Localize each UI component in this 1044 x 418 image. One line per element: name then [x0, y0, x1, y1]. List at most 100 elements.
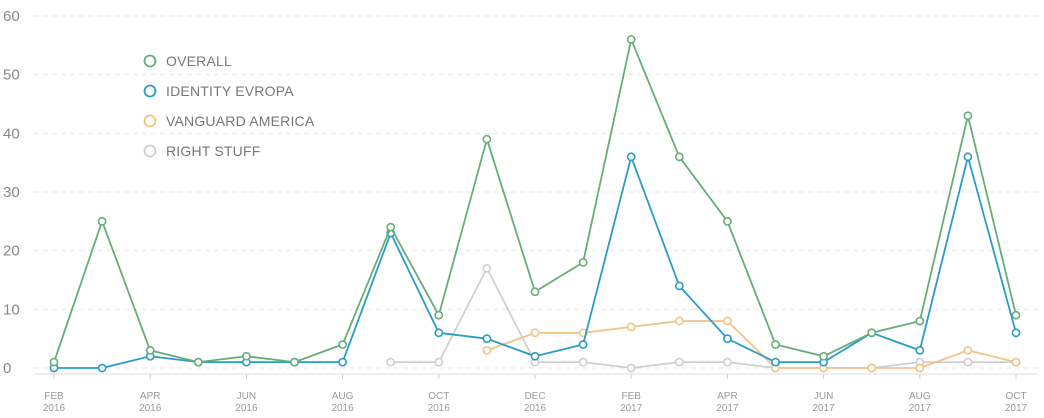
data-point [626, 35, 636, 44]
x-tick-year: 2016 [43, 403, 66, 414]
legend-label: IDENTITY EVROPA [166, 83, 294, 99]
legend-item: IDENTITY EVROPA [143, 83, 294, 99]
data-point [915, 316, 925, 326]
x-tick-month: AUG [909, 391, 931, 402]
series-lines [49, 35, 1021, 373]
data-point [193, 357, 203, 367]
series-identity-evropa [49, 152, 1021, 373]
x-tick-year: 2016 [235, 403, 258, 414]
data-point [1011, 357, 1021, 367]
data-point [386, 222, 396, 232]
x-tick-month: OCT [428, 391, 449, 402]
y-axis-ticks: 0 10 20 30 40 50 60 [3, 8, 20, 377]
data-point [97, 216, 107, 226]
data-point [674, 281, 684, 291]
x-tick-year: 2017 [1005, 403, 1028, 414]
x-tick-month: DEC [524, 391, 545, 402]
data-point [434, 328, 444, 338]
legend-label: VANGUARD AMERICA [166, 113, 315, 129]
data-point [867, 328, 877, 338]
data-point [674, 316, 684, 326]
data-point [819, 351, 828, 361]
legend: OVERALL IDENTITY EVROPA VANGUARD AMERICA RI… [143, 53, 315, 159]
series-line [390, 267, 1016, 369]
x-tick-year: 2017 [909, 403, 932, 414]
data-point [97, 363, 107, 373]
x-tick-year: 2016 [139, 403, 162, 414]
data-point [626, 152, 636, 162]
x-tick-year: 2017 [620, 403, 643, 414]
x-tick-month: JUN [814, 391, 833, 402]
y-tick-label: 60 [3, 8, 20, 25]
data-point [723, 316, 732, 326]
legend-marker [143, 54, 157, 68]
legend-label: OVERALL [166, 53, 232, 69]
y-tick-label: 0 [3, 360, 11, 377]
gridlines [34, 15, 1038, 375]
data-point [482, 334, 492, 344]
data-point [49, 357, 59, 367]
data-point [482, 134, 492, 144]
x-tick-month: AUG [332, 391, 354, 402]
data-point [915, 363, 925, 373]
data-point [530, 328, 540, 338]
x-axis-ticks: FEB2016APR2016JUN2016AUG2016OCT2016DEC20… [43, 374, 1028, 414]
legend-marker [143, 144, 157, 158]
x-tick-month: FEB [44, 391, 64, 402]
data-point [963, 111, 973, 121]
legend-marker [143, 114, 157, 128]
x-tick-year: 2017 [716, 403, 739, 414]
x-tick-month: FEB [621, 391, 641, 402]
data-point [145, 345, 155, 355]
data-point [578, 257, 588, 267]
data-point [338, 340, 347, 349]
y-tick-label: 30 [3, 184, 20, 201]
data-point [626, 322, 636, 332]
series-vanguard-america [482, 316, 1021, 373]
data-point [434, 357, 444, 367]
data-point [867, 363, 877, 373]
data-point [338, 357, 347, 367]
data-point [626, 363, 636, 373]
y-tick-label: 20 [3, 243, 20, 260]
y-tick-label: 10 [3, 301, 20, 318]
data-point [290, 357, 299, 367]
data-point [963, 152, 973, 162]
data-point [723, 216, 732, 226]
data-point [434, 310, 444, 320]
data-point [578, 357, 588, 367]
data-point [386, 357, 396, 367]
data-point [771, 357, 780, 367]
x-tick-month: OCT [1005, 391, 1026, 402]
data-point [482, 345, 492, 355]
x-tick-year: 2016 [331, 403, 354, 414]
data-point [963, 345, 973, 355]
series-line [486, 320, 1017, 369]
data-point [482, 263, 492, 273]
x-tick-month: APR [717, 391, 738, 402]
data-point [723, 334, 732, 344]
legend-item: OVERALL [143, 53, 232, 69]
data-point [530, 351, 540, 361]
data-point [1011, 310, 1021, 320]
legend-marker [143, 84, 157, 98]
series-right-stuff [386, 263, 1021, 373]
data-point [963, 357, 973, 367]
y-tick-label: 50 [3, 67, 20, 84]
data-point [723, 357, 732, 367]
x-tick-year: 2016 [524, 403, 547, 414]
data-point [578, 340, 588, 349]
x-tick-month: JUN [237, 391, 256, 402]
data-point [674, 357, 684, 367]
data-point [241, 351, 251, 361]
x-tick-year: 2016 [428, 403, 451, 414]
data-point [771, 340, 780, 349]
x-tick-month: APR [140, 391, 161, 402]
data-point [674, 152, 684, 162]
legend-item: RIGHT STUFF [143, 143, 260, 159]
series-overall [49, 35, 1021, 367]
x-tick-year: 2017 [812, 403, 835, 414]
data-point [530, 287, 540, 297]
